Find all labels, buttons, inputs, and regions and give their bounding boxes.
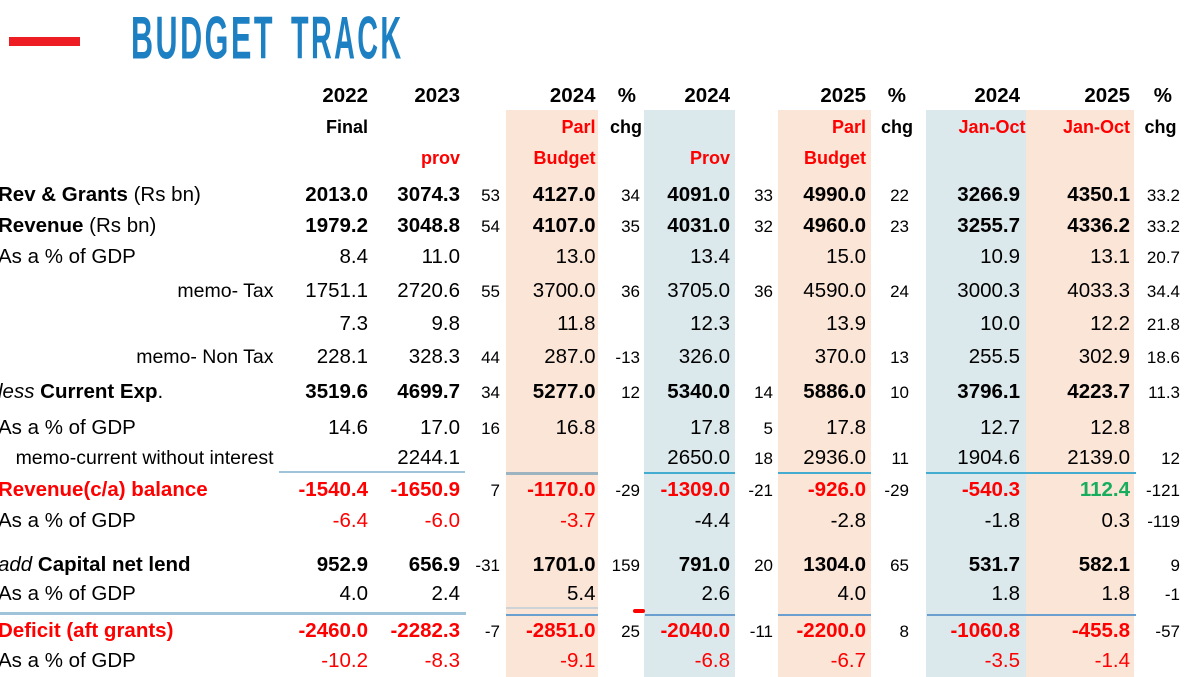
svg-text:TRACK: TRACK	[291, 5, 404, 72]
svg-text:BUDGET: BUDGET	[131, 5, 275, 72]
